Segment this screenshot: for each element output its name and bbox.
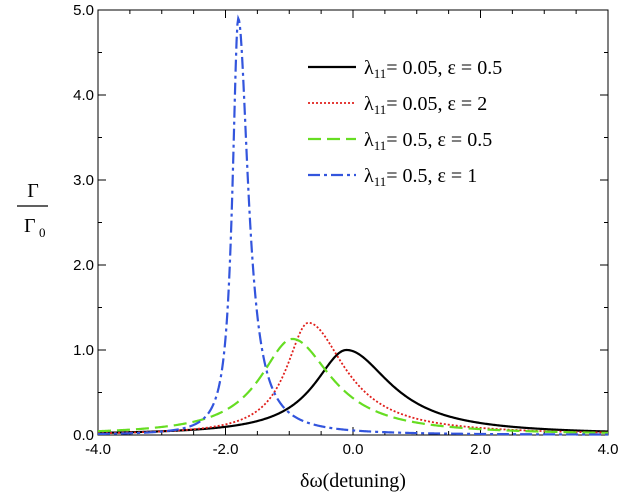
- y-axis-title-denominator-sub: 0: [39, 225, 46, 240]
- y-tick-label-2: 2.0: [73, 257, 94, 274]
- y-tick-label-5: 5.0: [73, 2, 94, 19]
- x-tick-label-4: 4.0: [598, 441, 619, 458]
- plot-frame: [97, 9, 609, 436]
- series-curves: [97, 14, 609, 436]
- legend-label-0: λ11= 0.05, ε = 0.5: [364, 57, 502, 81]
- y-tick-label-3: 3.0: [73, 172, 94, 189]
- x-tick-label-0: -4.0: [85, 441, 111, 458]
- y-axis-title-denominator: Γ: [24, 215, 36, 237]
- x-tick-label-2: 0.0: [343, 441, 364, 458]
- legend-label-2: λ11= 0.5, ε = 0.5: [364, 129, 492, 153]
- x-axis-title: δω(detuning): [300, 470, 406, 492]
- series-line-1: [97, 321, 609, 435]
- series-line-0: [97, 348, 609, 434]
- series-line-3: [97, 14, 608, 436]
- axis-ticks: [97, 9, 609, 436]
- y-axis-title-numerator: Γ: [27, 180, 39, 202]
- x-tick-labels: -4.0 -2.0 0.0 2.0 4.0: [85, 441, 618, 458]
- y-tick-label-1: 1.0: [73, 342, 94, 359]
- legend: λ11= 0.05, ε = 0.5 λ11= 0.05, ε = 2 λ11= 0…: [308, 57, 502, 189]
- x-tick-label-1: -2.0: [213, 441, 239, 458]
- x-tick-label-3: 2.0: [470, 441, 491, 458]
- y-tick-labels: 0.0 1.0 2.0 3.0 4.0 5.0: [73, 2, 94, 444]
- legend-label-1: λ11= 0.05, ε = 2: [364, 93, 487, 117]
- y-tick-label-4: 4.0: [73, 87, 94, 104]
- y-axis-title: Γ Γ 0: [17, 180, 48, 240]
- legend-label-3: λ11= 0.5, ε = 1: [364, 165, 477, 189]
- series-line-2: [97, 337, 609, 434]
- y-tick-label-0: 0.0: [73, 427, 94, 444]
